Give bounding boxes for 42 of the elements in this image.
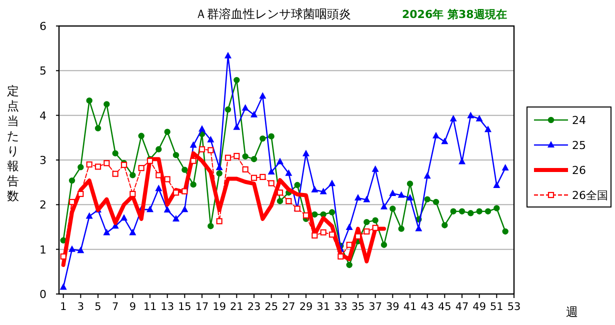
- x-tick-label: 37: [368, 301, 382, 313]
- x-tick-label: 7: [112, 301, 119, 313]
- x-tick-label: 25: [264, 301, 278, 313]
- x-tick-label: 49: [472, 301, 486, 313]
- legend-label: 26全国: [572, 189, 608, 202]
- y-tick-label: 0: [40, 288, 46, 301]
- x-tick-label: 35: [351, 301, 365, 313]
- chart-subtitle: 2026年 第38週現在: [402, 8, 507, 21]
- legend-label: 25: [572, 139, 586, 152]
- x-tick-label: 27: [282, 301, 296, 313]
- x-tick-label: 41: [403, 301, 417, 313]
- y-tick-label: 6: [40, 20, 46, 33]
- x-tick-label: 15: [178, 301, 192, 313]
- x-tick-label: 1: [60, 301, 67, 313]
- y-tick-label: 4: [40, 109, 46, 122]
- x-tick-label: 31: [316, 301, 330, 313]
- y-axis-title: 定点当たり報告数: [7, 84, 19, 203]
- x-tick-label: 33: [334, 301, 348, 313]
- chart-title: Ａ群溶血性レンサ球菌咽頭炎: [195, 7, 351, 21]
- x-tick-label: 51: [490, 301, 504, 313]
- x-tick-label: 53: [507, 301, 521, 313]
- x-tick-label: 29: [299, 301, 313, 313]
- y-tick-label: 5: [40, 64, 46, 78]
- legend-label: 26: [572, 164, 586, 177]
- x-tick-label: 13: [160, 301, 174, 313]
- x-tick-label: 45: [438, 301, 452, 313]
- x-tick-label: 17: [195, 301, 209, 313]
- legend-label: 24: [572, 114, 586, 127]
- x-tick-label: 43: [420, 301, 434, 313]
- x-tick-label: 9: [129, 301, 136, 313]
- x-tick-label: 23: [247, 301, 261, 313]
- x-tick-label: 3: [77, 301, 84, 313]
- x-tick-label: 39: [386, 301, 400, 313]
- x-axis-title: 週: [566, 305, 578, 319]
- x-tick-label: 21: [230, 301, 244, 313]
- x-tick-label: 5: [94, 301, 102, 313]
- y-tick-label: 3: [40, 154, 46, 167]
- x-tick-label: 11: [143, 301, 157, 313]
- x-tick-label: 47: [455, 301, 469, 313]
- y-tick-label: 1: [40, 243, 46, 256]
- x-tick-label: 19: [212, 301, 226, 313]
- y-tick-label: 2: [40, 198, 46, 212]
